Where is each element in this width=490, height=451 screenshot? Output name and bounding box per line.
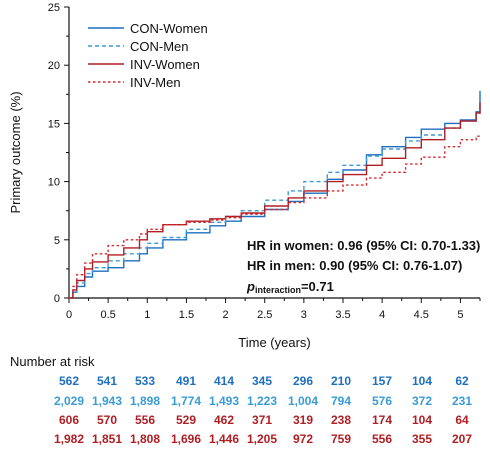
risk-cell: 104: [412, 374, 432, 388]
risk-table: Number at risk 562 541 533 491 414 345 296 210 1…: [10, 354, 472, 446]
p-sub: interaction: [255, 285, 301, 295]
risk-cell: 64: [455, 413, 469, 427]
risk-cell: 2,029: [54, 394, 84, 408]
axes-layer: 0 5 10 15 20 25 0 0.5 1 1.5 2 2.5 3 3.5 4 4.5 5 Primary o…: [8, 2, 481, 350]
risk-cell: 576: [372, 394, 392, 408]
risk-cell: 1,004: [288, 394, 318, 408]
risk-cell: 1,774: [171, 394, 201, 408]
x-tick-label: 1: [144, 309, 150, 321]
risk-cell: 1,943: [92, 394, 122, 408]
series-line-con-men: [69, 111, 481, 299]
p-interaction-text: pinteraction=0.71: [246, 279, 334, 295]
p-main: p: [246, 279, 255, 294]
y-axis-title: Primary outcome (%): [8, 91, 23, 213]
risk-cell: 104: [412, 413, 432, 427]
risk-cell: 972: [293, 432, 313, 446]
risk-cell: 372: [412, 394, 432, 408]
risk-cell: 529: [176, 413, 196, 427]
x-tick-label: 2: [223, 309, 229, 321]
x-tick-label: 4: [379, 309, 385, 321]
x-tick-label: 4.5: [414, 309, 429, 321]
x-tick-label: 0: [66, 309, 72, 321]
legend-label-inv-men: INV-Men: [130, 75, 181, 90]
hr-women-text: HR in women: 0.96 (95% CI: 0.70-1.33): [247, 238, 480, 253]
risk-cell: 1,808: [130, 432, 160, 446]
series-line-inv-women: [69, 102, 481, 299]
y-tick-label: 0: [54, 293, 60, 305]
risk-cell: 541: [97, 374, 117, 388]
y-tick-label: 25: [48, 2, 60, 14]
risk-cell: 462: [214, 413, 234, 427]
x-tick-label: 5: [457, 309, 463, 321]
risk-cell: 319: [293, 413, 313, 427]
x-tick-label: 1.5: [179, 309, 194, 321]
x-tick-label: 0.5: [100, 309, 115, 321]
risk-cell: 238: [331, 413, 351, 427]
y-tick-label: 15: [48, 118, 60, 130]
x-tick-label: 2.5: [257, 309, 272, 321]
series-layer: [69, 90, 481, 299]
risk-cell: 794: [331, 394, 351, 408]
risk-cell: 1,898: [130, 394, 160, 408]
legend-label-inv-women: INV-Women: [130, 57, 200, 72]
risk-cell: 562: [59, 374, 79, 388]
y-tick-label: 20: [48, 60, 60, 72]
legend-label-con-women: CON-Women: [130, 21, 208, 36]
risk-cell: 556: [372, 432, 392, 446]
risk-cell: 210: [331, 374, 351, 388]
legend-label-con-men: CON-Men: [130, 39, 189, 54]
risk-cell: 62: [455, 374, 469, 388]
p-value: =0.71: [301, 279, 334, 294]
risk-cell: 371: [252, 413, 272, 427]
risk-cell: 1,982: [54, 432, 84, 446]
y-tick-label: 10: [48, 177, 60, 189]
risk-cell: 556: [135, 413, 155, 427]
risk-cell: 491: [176, 374, 196, 388]
risk-cell: 414: [214, 374, 234, 388]
risk-cell: 1,223: [247, 394, 277, 408]
hr-men-text: HR in men: 0.90 (95% CI: 0.76-1.07): [247, 258, 462, 273]
risk-cell: 1,851: [92, 432, 122, 446]
risk-cell: 1,696: [171, 432, 201, 446]
series-line-inv-men: [69, 135, 480, 299]
risk-cell: 174: [372, 413, 392, 427]
risk-cell: 157: [372, 374, 392, 388]
risk-cell: 355: [412, 432, 432, 446]
x-axis-title: Time (years): [238, 335, 310, 350]
x-tick-label: 3.5: [335, 309, 350, 321]
risk-cell: 606: [59, 413, 79, 427]
risk-cell: 207: [452, 432, 472, 446]
legend: CON-Women CON-Men INV-Women INV-Men: [88, 21, 208, 90]
risk-cell: 759: [331, 432, 351, 446]
risk-cell: 231: [452, 394, 472, 408]
risk-cell: 345: [252, 374, 272, 388]
risk-cell: 570: [97, 413, 117, 427]
risk-cell: 533: [135, 374, 155, 388]
risk-table-title: Number at risk: [10, 354, 95, 369]
risk-cell: 1,446: [209, 432, 239, 446]
y-tick-label: 5: [54, 235, 60, 247]
risk-cell: 1,493: [209, 394, 239, 408]
x-tick-label: 3: [301, 309, 307, 321]
risk-cell: 296: [293, 374, 313, 388]
risk-cell: 1,205: [247, 432, 277, 446]
hr-annotation: HR in women: 0.96 (95% CI: 0.70-1.33) HR…: [246, 238, 480, 295]
